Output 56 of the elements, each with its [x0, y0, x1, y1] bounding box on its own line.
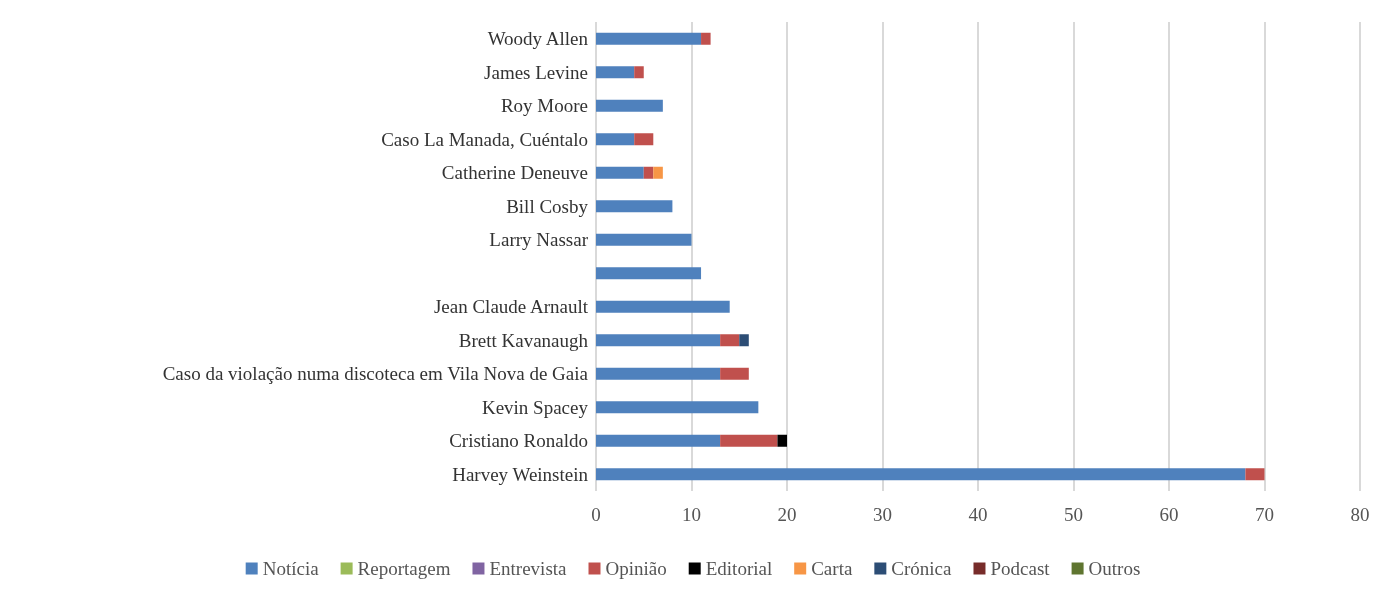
legend-label: Podcast — [990, 558, 1051, 579]
x-tick-label: 70 — [1255, 504, 1274, 525]
bar — [596, 66, 635, 79]
x-tick-label: 40 — [968, 504, 988, 525]
x-tick-label: 30 — [873, 504, 892, 525]
bar — [596, 300, 730, 313]
legend-label: Crónica — [891, 558, 953, 579]
legend-label: Notícia — [262, 558, 320, 579]
bar — [634, 133, 654, 146]
bar — [720, 367, 749, 380]
bar — [596, 434, 721, 447]
legend-label: Carta — [811, 558, 853, 579]
bar — [720, 334, 740, 347]
legend-label: Editorial — [705, 558, 773, 579]
y-tick-label: Brett Kavanaugh — [458, 329, 589, 351]
bar — [739, 334, 749, 347]
y-tick-label: Harvey Weinstein — [452, 463, 589, 485]
bar — [596, 233, 692, 246]
y-tick-label: Larry Nassar — [489, 229, 589, 251]
bar — [777, 434, 787, 447]
bar — [634, 66, 644, 79]
legend-label: Outros — [1088, 558, 1141, 579]
bar — [643, 166, 654, 179]
bar — [596, 334, 721, 347]
y-tick-label: Catherine Deneuve — [441, 162, 588, 184]
x-tick-label: 0 — [591, 504, 601, 525]
bar — [596, 367, 721, 380]
legend-label: Reportagem — [357, 558, 451, 579]
bar — [596, 32, 702, 45]
y-tick-label: Woody Allen — [487, 28, 589, 50]
bar — [596, 468, 1246, 481]
bar — [720, 434, 778, 447]
bar — [1245, 468, 1265, 481]
legend-label: Opinião — [605, 558, 667, 579]
bar — [596, 133, 635, 146]
x-tick-label: 20 — [777, 504, 797, 525]
bar — [701, 32, 711, 45]
bar — [596, 401, 759, 414]
bar — [596, 166, 644, 179]
y-tick-label: Cristiano Ronaldo — [449, 430, 588, 452]
bar — [596, 267, 702, 280]
bar — [596, 200, 673, 213]
x-tick-label: 60 — [1159, 504, 1179, 525]
y-tick-label: Roy Moore — [500, 95, 588, 117]
y-tick-label: Caso La Manada, Cuéntalo — [381, 128, 588, 150]
y-tick-label: Jean Claude Arnault — [433, 296, 589, 318]
y-tick-label: Caso da violação numa discoteca em Vila Nova de Gaia — [162, 363, 589, 385]
y-tick-label: James Levine — [484, 61, 588, 83]
y-tick-label: Kevin Spacey — [481, 396, 589, 418]
x-tick-label: 50 — [1064, 504, 1083, 525]
legend-label: Entrevista — [489, 558, 568, 579]
y-tick-label: Bill Cosby — [506, 195, 589, 217]
x-tick-label: 80 — [1350, 504, 1370, 525]
bar — [653, 166, 663, 179]
x-tick-label: 10 — [682, 504, 701, 525]
bar — [596, 99, 663, 112]
